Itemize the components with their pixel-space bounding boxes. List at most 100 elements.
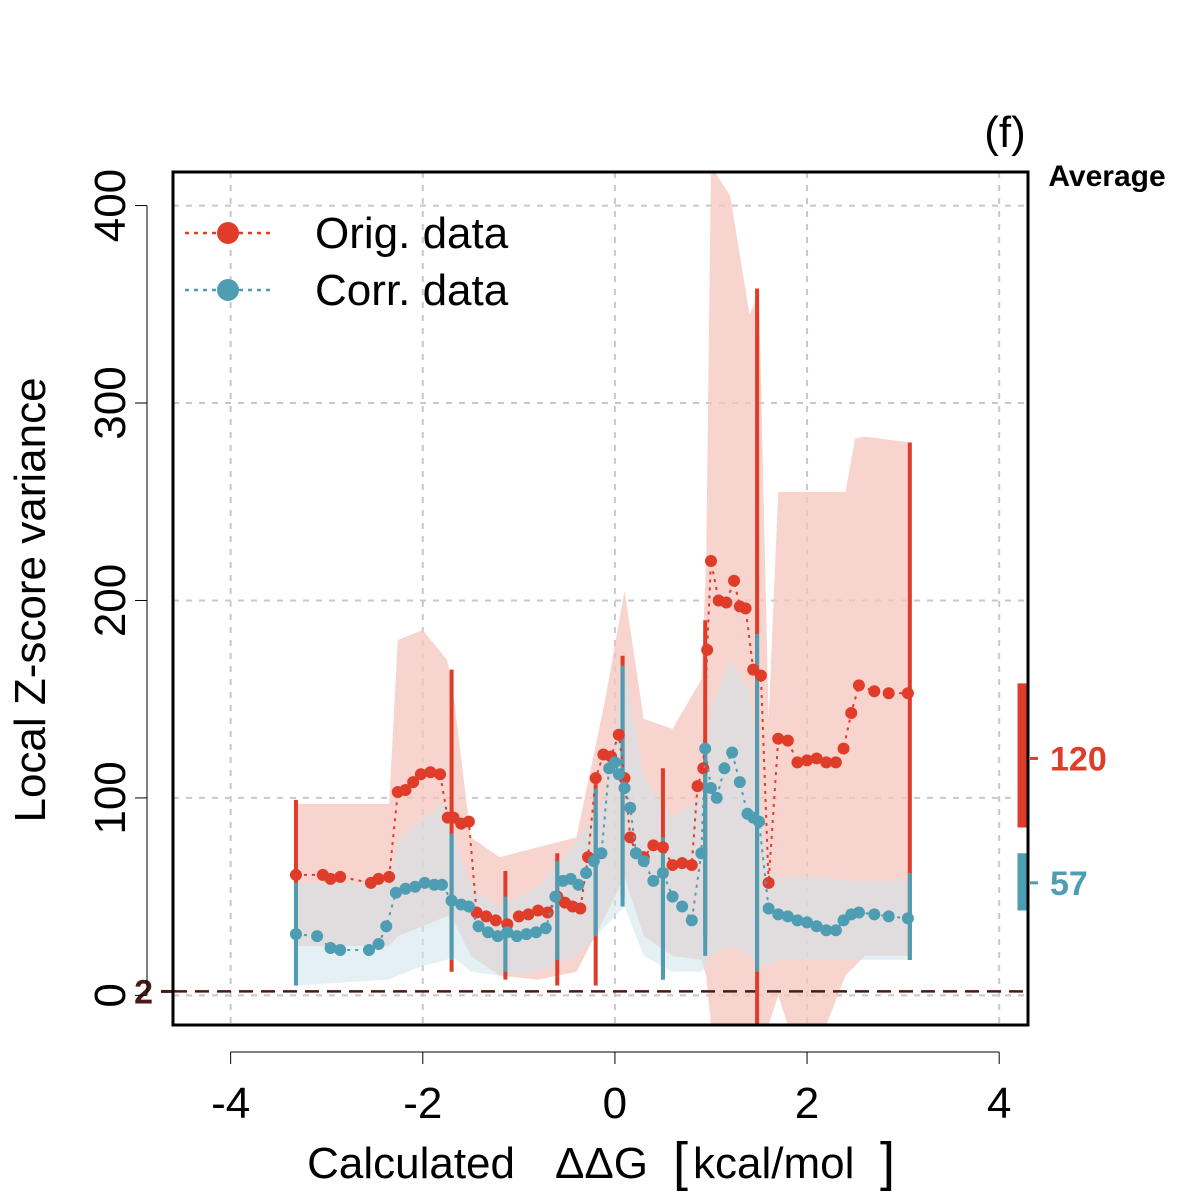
orig-data-point bbox=[781, 734, 794, 747]
orig-data-point bbox=[480, 910, 493, 923]
x-tick-label: -2 bbox=[403, 1079, 442, 1128]
orig-data-point bbox=[728, 574, 741, 587]
corr-data-point bbox=[289, 928, 302, 941]
corr-data-point bbox=[666, 890, 679, 903]
corr-data-point bbox=[710, 791, 723, 804]
reference-line: 2 bbox=[134, 973, 1028, 1011]
average-orig-label: 120 bbox=[1050, 740, 1107, 778]
orig-data-point bbox=[762, 876, 775, 889]
orig-data-point bbox=[772, 732, 785, 745]
corr-data-point bbox=[572, 878, 585, 891]
orig-data-point bbox=[720, 596, 733, 609]
y-tick-label: 400 bbox=[86, 169, 135, 242]
corr-data-point bbox=[445, 894, 458, 907]
x-axis-label: Calculated ΔΔG [ kcal/mol ] bbox=[307, 1132, 895, 1192]
corr-data-point bbox=[595, 847, 608, 860]
orig-data-point bbox=[901, 687, 914, 700]
x-tick-label: -4 bbox=[211, 1079, 250, 1128]
corr-data-point bbox=[801, 916, 814, 929]
orig-data-point bbox=[532, 904, 545, 917]
orig-data-point bbox=[512, 910, 525, 923]
corr-data-point bbox=[704, 782, 717, 795]
orig-data-point bbox=[407, 776, 420, 789]
legend-corr-label: Corr. data bbox=[315, 266, 509, 315]
orig-data-point bbox=[754, 669, 767, 682]
corr-data-point bbox=[882, 910, 895, 923]
orig-data-point bbox=[334, 870, 347, 883]
corr-data-point bbox=[753, 815, 766, 828]
corr-data-point bbox=[726, 746, 739, 759]
corr-data-point bbox=[637, 855, 650, 868]
orig-data-point bbox=[574, 902, 587, 915]
reference-line-label: 2 bbox=[134, 973, 153, 1011]
orig-data-line bbox=[295, 560, 908, 926]
legend-corr-marker bbox=[217, 279, 239, 301]
y-tick-label: 100 bbox=[86, 761, 135, 834]
average-title: Average bbox=[1048, 160, 1165, 193]
corr-data-point bbox=[399, 882, 412, 895]
orig-data-point bbox=[704, 554, 717, 567]
orig-data-point bbox=[685, 859, 698, 872]
orig-data-point bbox=[868, 685, 881, 698]
corr-data-point bbox=[435, 878, 448, 891]
corr-data-point bbox=[418, 876, 431, 889]
orig-data-point bbox=[882, 687, 895, 700]
orig-data-point bbox=[791, 756, 804, 769]
corr-data-point bbox=[501, 926, 514, 939]
corr-data-point bbox=[389, 886, 402, 899]
y-tick-label: 300 bbox=[86, 366, 135, 439]
corr-data-point bbox=[820, 924, 833, 937]
orig-data-point bbox=[691, 780, 704, 793]
corr-data-point bbox=[311, 930, 324, 943]
orig-data-point bbox=[541, 906, 554, 919]
orig-data-point bbox=[399, 784, 412, 797]
x-axis-label-unit: kcal/mol bbox=[693, 1139, 854, 1188]
orig-data-point bbox=[656, 841, 669, 854]
orig-data-point bbox=[801, 754, 814, 767]
orig-data-point bbox=[289, 868, 302, 881]
orig-data-point bbox=[820, 756, 833, 769]
x-axis-label-text: Calculated bbox=[307, 1139, 515, 1188]
corr-data-point bbox=[772, 908, 785, 921]
corr-data-point bbox=[510, 930, 523, 943]
average-panel: Average 120 57 bbox=[1017, 160, 1166, 911]
x-tick-label: 4 bbox=[987, 1079, 1011, 1128]
corr-data-point bbox=[618, 782, 631, 795]
corr-data-point bbox=[810, 920, 823, 933]
orig-data-point bbox=[647, 839, 660, 852]
x-axis-label-bracket-close: ] bbox=[880, 1132, 895, 1192]
orig-data-point bbox=[739, 602, 752, 615]
x-tick-label: 2 bbox=[795, 1079, 819, 1128]
x-tick-label: 0 bbox=[603, 1079, 627, 1128]
corr-data-point bbox=[530, 926, 543, 939]
orig-data-point bbox=[462, 815, 475, 828]
x-axis-label-symbol: ΔΔG bbox=[555, 1139, 648, 1188]
orig-data-point bbox=[624, 831, 637, 844]
corr-data-point bbox=[699, 742, 712, 755]
orig-data-point bbox=[489, 914, 502, 927]
orig-data-point bbox=[676, 857, 689, 870]
corr-data-point bbox=[791, 914, 804, 927]
y-axis-label: Local Z-score variance bbox=[6, 377, 55, 822]
orig-data-point bbox=[852, 679, 865, 692]
corr-data-point bbox=[482, 926, 495, 939]
orig-data-point bbox=[414, 768, 427, 781]
corr-data-point bbox=[718, 762, 731, 775]
corr-data-point bbox=[829, 924, 842, 937]
legend-orig-label: Orig. data bbox=[315, 209, 509, 258]
orig-data-point bbox=[383, 870, 396, 883]
corr-data-point bbox=[362, 943, 375, 956]
corr-data-point bbox=[409, 880, 422, 893]
orig-data-point bbox=[612, 728, 625, 741]
orig-data-point bbox=[372, 872, 385, 885]
error-bars bbox=[293, 288, 912, 1025]
corr-data-point bbox=[462, 900, 475, 913]
orig-data-point bbox=[522, 908, 535, 921]
corr-data-point bbox=[472, 920, 485, 933]
legend: Orig. data Corr. data bbox=[185, 209, 509, 315]
y-tick-label: 200 bbox=[86, 564, 135, 637]
corr-data-point bbox=[762, 902, 775, 915]
corr-data-point bbox=[868, 908, 881, 921]
orig-data-point bbox=[666, 859, 679, 872]
